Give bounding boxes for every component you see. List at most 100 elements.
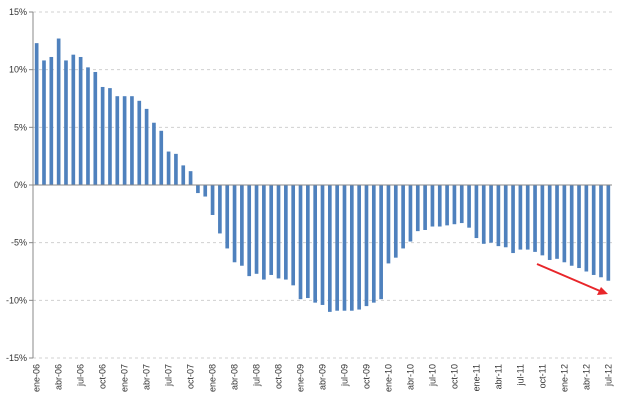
bar [452, 185, 457, 225]
x-tick-label: abr-11 [493, 364, 503, 389]
x-tick-label: abr-10 [405, 364, 415, 390]
bar [525, 185, 530, 250]
bar [71, 54, 76, 185]
bar [144, 108, 149, 185]
bar [86, 67, 90, 185]
bar [320, 185, 325, 305]
bar [100, 86, 105, 185]
bar [386, 185, 391, 264]
bar [584, 185, 589, 272]
y-tick-label: 5% [14, 122, 27, 132]
bar [533, 185, 537, 252]
bar [174, 153, 178, 185]
bar [467, 185, 471, 228]
bar [393, 185, 398, 258]
x-tick-label: abr-06 [54, 364, 64, 390]
bar [371, 185, 376, 303]
y-tick-label: 0% [14, 180, 27, 190]
bar [196, 185, 200, 194]
bar [591, 185, 596, 275]
bar [34, 43, 39, 185]
x-tick-label: ene-09 [296, 364, 306, 392]
bar [225, 185, 230, 249]
bar [210, 185, 215, 215]
bar [78, 56, 83, 186]
bar [423, 185, 427, 230]
bar [247, 185, 252, 277]
bar [481, 185, 486, 244]
x-tick-label: ene-06 [32, 364, 42, 392]
bar [547, 185, 552, 260]
bar [327, 185, 332, 312]
bar [298, 185, 303, 300]
bar [313, 185, 318, 303]
bar [276, 185, 281, 279]
bar [335, 185, 339, 311]
bar [254, 185, 259, 274]
bar [518, 185, 523, 250]
x-tick-label: ene-08 [208, 364, 218, 392]
x-tick-label: oct-06 [98, 364, 108, 389]
bar [430, 185, 435, 227]
x-tick-label: jul-12 [603, 364, 613, 387]
bar [166, 151, 171, 185]
bar [555, 185, 559, 259]
bar [122, 96, 127, 185]
bar [159, 130, 164, 185]
trend-arrow [536, 263, 601, 292]
bar [218, 185, 222, 234]
bar [599, 185, 603, 278]
bar [364, 185, 369, 307]
x-tick-label: jul-09 [339, 364, 349, 387]
y-tick-label: -15% [6, 353, 27, 363]
bar [342, 185, 347, 311]
bar [108, 88, 112, 185]
x-tick-label: oct-08 [274, 364, 284, 389]
bar [540, 185, 545, 256]
x-tick-label: jul-08 [252, 364, 262, 387]
bar [291, 185, 296, 286]
bar [569, 185, 574, 266]
x-tick-label: ene-07 [120, 364, 130, 392]
x-tick-label: ene-10 [383, 364, 393, 392]
x-tick-label: abr-09 [318, 364, 328, 390]
bar [489, 185, 493, 243]
bar [284, 185, 288, 280]
bar [262, 185, 266, 280]
bar [437, 185, 442, 227]
bar [130, 96, 134, 185]
x-tick-label: jul-07 [164, 364, 174, 387]
bar [49, 56, 54, 186]
bar [203, 185, 208, 197]
bar [152, 122, 156, 185]
bar [269, 185, 274, 275]
x-tick-label: jul-06 [76, 364, 86, 387]
bar [56, 38, 61, 185]
bar [445, 185, 449, 226]
x-tick-label: oct-09 [361, 364, 371, 389]
bar [137, 100, 142, 185]
bar [357, 185, 361, 310]
x-tick-label: oct-11 [537, 364, 547, 388]
bar [349, 185, 354, 311]
bar [415, 185, 420, 232]
bar [306, 185, 310, 299]
y-tick-label: -10% [6, 295, 27, 305]
x-tick-label: oct-10 [449, 364, 459, 389]
bar [379, 185, 383, 300]
bar [181, 165, 186, 185]
x-tick-label: abr-12 [581, 364, 591, 390]
bar [401, 185, 405, 249]
bar [474, 185, 479, 239]
bar [64, 60, 68, 185]
bar [503, 185, 508, 248]
bar [188, 171, 193, 185]
x-tick-label: abr-08 [230, 364, 240, 390]
bar [577, 185, 581, 269]
bar [496, 185, 501, 247]
bar [511, 185, 515, 254]
bar [232, 185, 237, 263]
x-tick-label: abr-07 [142, 364, 152, 390]
x-tick-label: jul-10 [427, 364, 437, 387]
bar [562, 185, 567, 263]
